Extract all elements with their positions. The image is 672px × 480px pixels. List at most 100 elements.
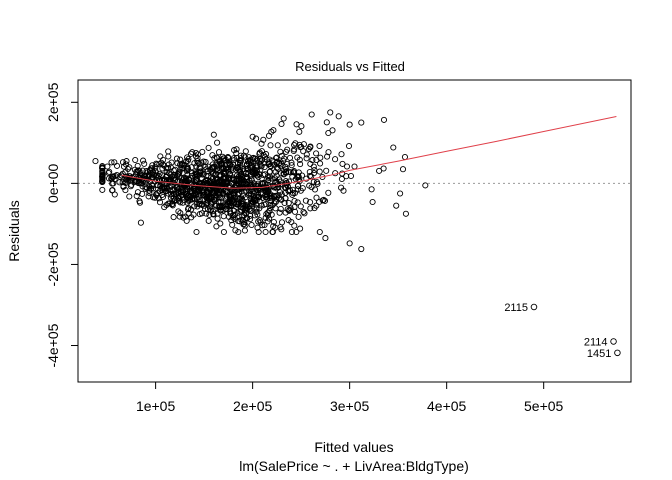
residual-point xyxy=(270,218,277,226)
residual-point xyxy=(259,156,266,163)
residual-point xyxy=(215,149,223,156)
residual-point xyxy=(142,183,149,190)
residual-point xyxy=(106,168,113,175)
x-tick-label: 2e+05 xyxy=(233,398,273,414)
residual-point xyxy=(273,185,280,192)
residual-point xyxy=(323,167,330,174)
residual-point xyxy=(269,228,276,236)
residual-point xyxy=(205,217,212,224)
residual-point xyxy=(134,162,141,169)
residual-point xyxy=(266,168,273,175)
residual-point xyxy=(235,163,242,170)
y-axis: -4e+05 -2e+05 0e+00 2e+05 xyxy=(45,82,79,368)
residual-point xyxy=(139,183,146,190)
residual-point xyxy=(249,201,256,208)
residual-point xyxy=(222,183,229,190)
residual-point xyxy=(303,155,310,162)
residual-point xyxy=(229,221,236,228)
residual-point xyxy=(343,163,351,170)
residual-point xyxy=(126,174,133,181)
residual-point xyxy=(229,166,236,173)
residual-point xyxy=(323,119,330,126)
y-tick-label: 0e+00 xyxy=(45,163,61,203)
residual-point xyxy=(140,157,147,164)
residual-point xyxy=(133,178,140,185)
residual-point xyxy=(204,168,211,175)
residual-point xyxy=(149,174,156,181)
residual-point xyxy=(160,184,167,192)
residual-point xyxy=(310,163,317,170)
residual-point xyxy=(214,161,221,168)
residual-point xyxy=(307,144,314,151)
residual-point xyxy=(325,149,332,156)
residual-point xyxy=(249,133,256,140)
residual-point xyxy=(240,152,248,159)
residual-point xyxy=(196,184,203,191)
residual-point xyxy=(291,222,298,229)
residual-point xyxy=(291,189,299,197)
residual-point xyxy=(313,202,320,209)
x-tick-label: 1e+05 xyxy=(136,398,176,414)
residual-point xyxy=(208,195,215,202)
residual-point xyxy=(122,179,129,187)
residual-point xyxy=(228,201,235,209)
residual-point xyxy=(170,171,177,178)
residual-point xyxy=(288,228,295,236)
residual-point xyxy=(265,132,273,139)
residual-point xyxy=(273,160,280,167)
residual-point xyxy=(246,177,253,184)
residual-point xyxy=(293,121,300,128)
residual-point xyxy=(340,187,347,194)
residual-point xyxy=(313,150,320,157)
residual-point xyxy=(290,169,297,176)
residual-point xyxy=(194,171,201,178)
residual-point xyxy=(243,160,251,168)
residual-point xyxy=(99,176,106,183)
residual-point xyxy=(157,153,164,160)
residual-point xyxy=(196,201,203,208)
residual-point xyxy=(200,170,207,178)
residual-point xyxy=(313,194,320,201)
residual-point xyxy=(229,197,236,204)
residual-point xyxy=(241,212,248,219)
residual-point xyxy=(175,208,182,215)
residual-point xyxy=(141,160,148,167)
residual-point xyxy=(270,223,277,230)
y-tick-label: 2e+05 xyxy=(45,82,61,122)
residual-point xyxy=(325,129,332,137)
residual-point xyxy=(262,201,269,208)
residual-point xyxy=(291,208,299,215)
residual-point xyxy=(263,191,271,198)
residual-point xyxy=(202,177,209,184)
residual-point xyxy=(216,190,223,197)
residual-point xyxy=(249,188,256,195)
residual-point xyxy=(209,170,217,177)
residual-point xyxy=(291,197,298,205)
residual-point xyxy=(294,199,301,206)
residual-point xyxy=(209,164,216,171)
residual-point xyxy=(165,153,172,160)
residual-point xyxy=(161,204,168,211)
residual-point xyxy=(278,219,286,226)
residual-point xyxy=(177,161,184,168)
residual-point xyxy=(99,171,106,178)
residual-point xyxy=(401,153,408,161)
residual-point xyxy=(137,170,144,177)
residual-point xyxy=(306,168,313,176)
residual-point xyxy=(215,203,222,210)
residual-point xyxy=(241,227,248,234)
residual-point xyxy=(298,123,305,130)
residual-point xyxy=(327,109,334,116)
residual-point xyxy=(188,172,195,179)
outlier-label: 2115 xyxy=(504,302,528,314)
residual-point xyxy=(248,186,255,193)
residual-point xyxy=(282,163,289,170)
residual-point xyxy=(253,135,260,142)
residual-point xyxy=(261,171,268,178)
residual-point xyxy=(308,184,315,191)
residual-point xyxy=(209,161,216,168)
residual-point xyxy=(299,185,306,192)
residual-point xyxy=(288,162,295,169)
residual-point xyxy=(402,210,409,217)
residual-point xyxy=(399,166,407,173)
